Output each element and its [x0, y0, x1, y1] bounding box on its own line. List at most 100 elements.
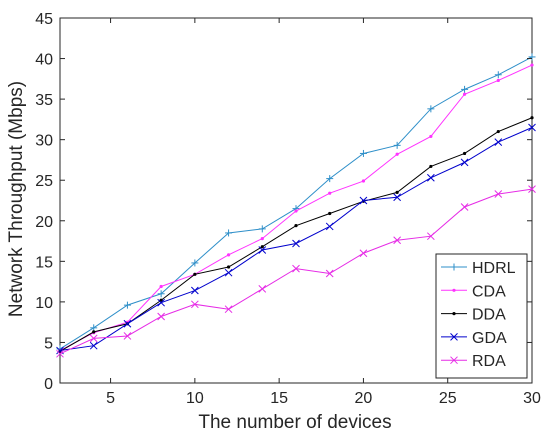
data-point [361, 179, 366, 183]
data-point [494, 71, 502, 79]
data-point [427, 232, 435, 241]
y-tick-label: 0 [44, 376, 53, 393]
data-point [496, 129, 500, 134]
x-axis-label: The number of devices [198, 412, 391, 433]
data-point [359, 196, 368, 205]
data-point [294, 224, 298, 228]
data-point [494, 190, 503, 198]
data-point [528, 53, 536, 61]
data-point [123, 332, 132, 340]
data-point [528, 185, 536, 193]
series-layer [56, 53, 536, 358]
x-tick-label: 20 [355, 390, 373, 407]
data-point [56, 349, 64, 358]
data-point [89, 341, 98, 350]
data-point [90, 324, 98, 332]
legend-item-dda: DDA [441, 307, 506, 324]
data-point [258, 285, 267, 293]
data-point [328, 191, 332, 195]
legend-item-gda: GDA [441, 330, 507, 347]
data-point [462, 92, 467, 96]
data-point [191, 300, 199, 309]
legend-label: CDA [472, 283, 506, 300]
data-point [395, 190, 399, 194]
data-point [89, 334, 98, 343]
y-tick-label: 10 [35, 295, 53, 312]
legend-label: RDA [472, 353, 506, 370]
y-tick-label: 35 [35, 92, 53, 109]
data-point [260, 237, 264, 241]
data-point [292, 239, 300, 248]
legend-marker [452, 288, 456, 292]
data-point [427, 173, 435, 182]
legend: HDRL CDA DDA GDA RDA [435, 253, 528, 379]
y-tick-label: 15 [35, 254, 53, 271]
data-point [292, 264, 300, 273]
series-gda [56, 123, 536, 355]
legend-item-rda: RDA [441, 353, 506, 370]
x-tick-label: 30 [523, 390, 541, 407]
data-point [123, 319, 132, 328]
data-point [258, 225, 266, 233]
legend-item-cda: CDA [441, 283, 506, 300]
legend-label: HDRL [472, 260, 516, 277]
data-point [496, 78, 500, 83]
data-point [191, 259, 199, 267]
legend-marker [450, 263, 458, 271]
y-tick-label: 5 [44, 335, 53, 352]
y-axis-label: Network Throughput (Mbps) [6, 81, 27, 317]
data-point [460, 158, 469, 167]
data-point [325, 269, 334, 278]
data-point [530, 116, 534, 120]
y-tick-label: 30 [35, 133, 53, 150]
x-tick-label: 10 [186, 390, 204, 407]
data-point [359, 149, 367, 157]
y-tick-label: 25 [35, 173, 53, 190]
data-point [157, 298, 165, 307]
data-point [460, 203, 469, 211]
legend-item-hdrl: HDRL [441, 260, 516, 277]
data-point [462, 151, 467, 156]
data-point [325, 222, 334, 231]
data-point [528, 123, 536, 132]
data-point [224, 305, 233, 314]
data-point [193, 272, 197, 276]
legend-label: DDA [472, 307, 506, 324]
data-point [359, 249, 368, 258]
y-tick-label: 45 [35, 11, 53, 28]
data-point [123, 301, 131, 309]
data-point [429, 164, 433, 169]
data-point [395, 152, 399, 156]
legend-marker [450, 356, 458, 365]
data-point [393, 141, 401, 149]
data-point [530, 63, 534, 67]
data-point [429, 134, 433, 139]
data-point [157, 290, 165, 298]
series-dda [58, 116, 534, 353]
data-point [328, 211, 332, 216]
data-point [226, 265, 231, 269]
data-point [224, 268, 233, 277]
data-point [258, 246, 267, 254]
y-tick-label: 40 [35, 52, 53, 69]
data-point [393, 193, 401, 202]
series-rda [56, 185, 536, 358]
data-point [159, 284, 163, 289]
data-point [92, 330, 96, 334]
data-point [494, 138, 503, 146]
data-point [461, 85, 469, 93]
data-point [157, 312, 165, 321]
legend-marker [452, 312, 456, 316]
data-point [191, 286, 199, 295]
data-point [326, 175, 334, 183]
legend-label: GDA [472, 330, 507, 347]
data-point [260, 245, 264, 249]
series-hdrl [56, 53, 536, 353]
x-tick-label: 15 [270, 390, 288, 407]
axes: 5 10 15 20 25 30 0 5 10 15 20 25 30 35 40 45 [35, 11, 541, 407]
data-point [159, 298, 163, 302]
y-tick-label: 20 [35, 214, 53, 231]
data-point [427, 105, 435, 113]
x-tick-label: 25 [439, 390, 457, 407]
